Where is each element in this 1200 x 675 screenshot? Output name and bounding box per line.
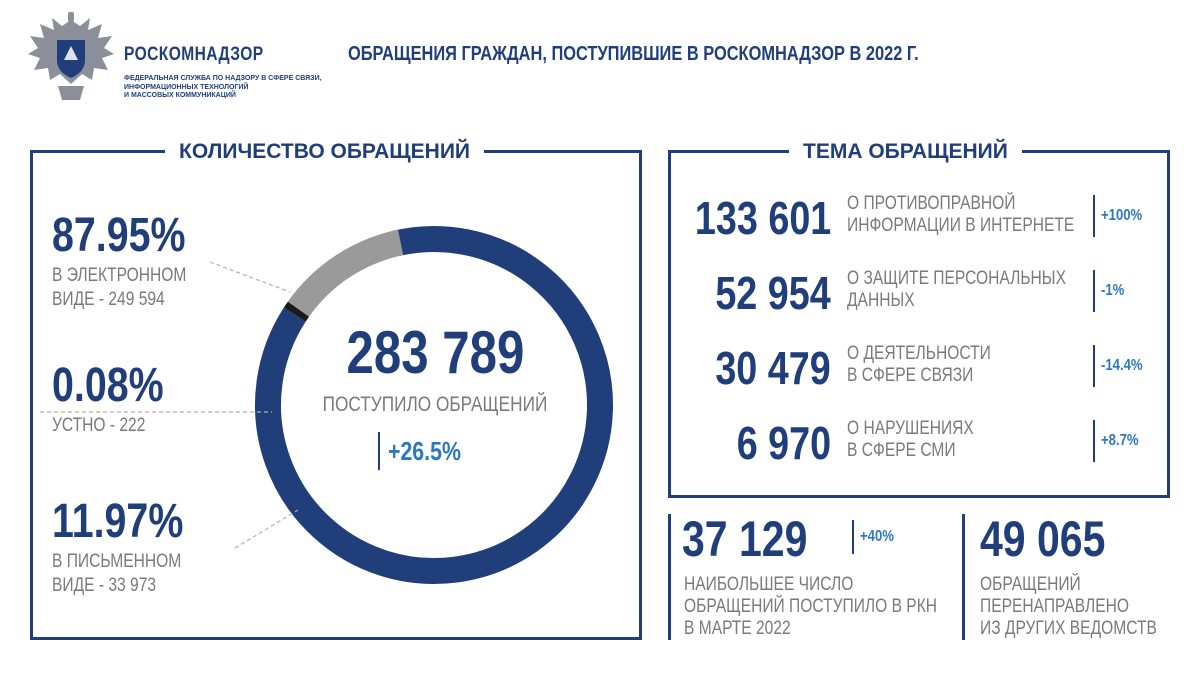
oral-percent: 0.08% <box>52 359 164 412</box>
topic-row-illegal-info: 133 601 О ПРОТИВОПРАВНОЙ ИНФОРМАЦИИ В ИН… <box>671 185 1167 245</box>
topic-panel: ТЕМА ОБРАЩЕНИЙ 133 601 О ПРОТИВОПРАВНОЙ … <box>668 134 1170 498</box>
topic-change: -1% <box>1093 270 1129 312</box>
topic-value: 6 970 <box>736 417 831 469</box>
topic-text: О ЗАЩИТЕ ПЕРСОНАЛЬНЫХ ДАННЫХ <box>847 268 1067 311</box>
topic-text: О ДЕЯТЕЛЬНОСТИ В СФЕРЕ СВЯЗИ <box>847 343 991 386</box>
redirected-text: ОБРАЩЕНИЙ ПЕРЕНАПРАВЛЕНО ИЗ ДРУГИХ ВЕДОМ… <box>980 574 1157 639</box>
march-value: 37 129 <box>682 511 808 567</box>
redirected-value: 49 065 <box>980 511 1106 567</box>
count-panel-title: КОЛИЧЕСТВО ОБРАЩЕНИЙ <box>165 134 485 170</box>
topic-value: 133 601 <box>694 192 831 244</box>
electronic-percent: 87.95% <box>52 209 186 262</box>
march-text: НАИБОЛЬШЕЕ ЧИСЛО ОБРАЩЕНИЙ ПОСТУПИЛО В Р… <box>684 574 938 639</box>
total-appeals-label: ПОСТУПИЛО ОБРАЩЕНИЙ <box>322 393 548 416</box>
org-name: РОСКОМНАДЗОР <box>124 44 264 65</box>
org-subtitle: ФЕДЕРАЛЬНАЯ СЛУЖБА ПО НАДЗОРУ В СФЕРЕ СВ… <box>124 75 322 99</box>
topic-panel-title: ТЕМА ОБРАЩЕНИЙ <box>789 134 1022 170</box>
topic-change: +100% <box>1093 195 1151 237</box>
topic-text: О НАРУШЕНИЯХ В СФЕРЕ СМИ <box>847 418 974 461</box>
topic-change: -14.4% <box>1093 345 1152 387</box>
topic-row-media: 6 970 О НАРУШЕНИЯХ В СФЕРЕ СМИ +8.7% <box>671 410 1167 470</box>
count-panel: КОЛИЧЕСТВО ОБРАЩЕНИЙ <box>30 134 642 640</box>
written-label: В ПИСЬМЕННОМ ВИДЕ - 33 973 <box>52 551 182 596</box>
electronic-label: В ЭЛЕКТРОННОМ ВИДЕ - 249 594 <box>52 265 187 310</box>
topic-text: О ПРОТИВОПРАВНОЙ ИНФОРМАЦИИ В ИНТЕРНЕТЕ <box>847 193 1075 236</box>
written-percent: 11.97% <box>52 495 184 548</box>
roskomnadzor-emblem-icon <box>28 12 114 100</box>
total-appeals-change: +26.5% <box>378 432 477 470</box>
stat-divider-right <box>962 514 965 640</box>
oral-label: УСТНО - 222 <box>52 415 146 436</box>
page-title: ОБРАЩЕНИЯ ГРАЖДАН, ПОСТУПИВШИЕ В РОСКОМН… <box>348 43 919 65</box>
stat-divider-left <box>668 514 671 640</box>
march-change: +40% <box>852 520 901 554</box>
topic-value: 52 954 <box>715 267 831 319</box>
topic-row-communications: 30 479 О ДЕЯТЕЛЬНОСТИ В СФЕРЕ СВЯЗИ -14.… <box>671 335 1167 395</box>
total-appeals-value: 283 789 <box>346 319 524 386</box>
topic-row-personal-data: 52 954 О ЗАЩИТЕ ПЕРСОНАЛЬНЫХ ДАННЫХ -1% <box>671 260 1167 320</box>
topic-value: 30 479 <box>715 342 831 394</box>
topic-change: +8.7% <box>1093 420 1147 462</box>
